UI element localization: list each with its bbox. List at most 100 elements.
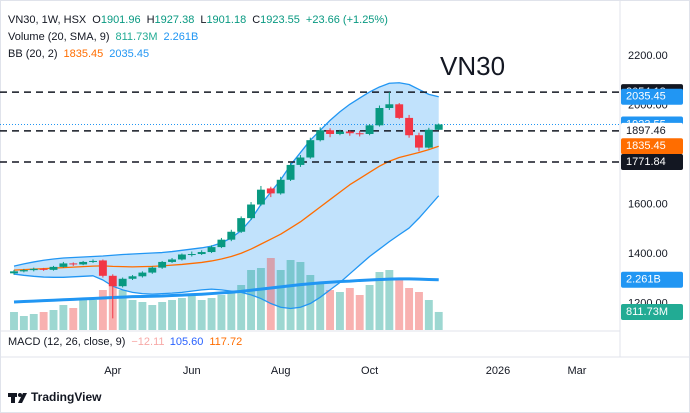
x-tick-label: Apr [104, 365, 121, 377]
macd-signal-value: 117.72 [209, 336, 242, 348]
volume-bar [247, 270, 256, 330]
volume-bar [69, 308, 78, 330]
candle-body [355, 133, 364, 135]
candle-body [306, 140, 315, 158]
bb-fill [14, 82, 439, 309]
volume-label: 811.73M [621, 303, 683, 320]
volume-bar [49, 310, 58, 330]
candle-body [237, 218, 246, 232]
x-tick-label: Jun [183, 365, 201, 377]
candle-body [69, 263, 78, 265]
legend-main: VN30, 1W, HSX O1901.96 H1927.38 L1901.18 C19… [8, 14, 388, 26]
bb-upper-label: 2035.45 [621, 88, 683, 105]
volume-bar [138, 302, 147, 330]
price-box [621, 303, 683, 320]
candle-body [434, 124, 443, 130]
candle-body [316, 130, 325, 141]
volume-bar [10, 312, 18, 330]
volume-bar [227, 292, 236, 330]
price-box-label: 811.73M [626, 306, 668, 318]
symbol: VN30, 1W, HSX [8, 14, 87, 26]
candle-body [365, 125, 374, 134]
close-value: 1923.55 [260, 14, 300, 26]
volume-bar [59, 305, 68, 330]
candle-body [19, 270, 28, 272]
candle-body [158, 261, 167, 268]
volume-bar [266, 258, 275, 330]
candle-body [217, 239, 226, 248]
price-box [621, 88, 683, 105]
ohlc-letter: H [147, 14, 155, 26]
volume-bar [79, 300, 88, 330]
volume-bar [326, 290, 335, 330]
brand: TradingView [31, 390, 102, 404]
volume-sma-label: 2.261B [621, 271, 683, 288]
candle-body [395, 104, 404, 118]
volume-bar [148, 305, 157, 330]
candle-body [79, 261, 88, 265]
bb-basis-label: 1835.45 [621, 138, 683, 155]
candle-body [405, 117, 414, 136]
volume-bar [177, 298, 186, 330]
macd-title: MACD (12, 26, close, 9) [8, 336, 125, 348]
bb-upper-value: 2035.45 [109, 48, 149, 60]
plot [0, 82, 620, 330]
bb-basis-value: 1835.45 [64, 48, 104, 60]
price-box [621, 271, 683, 288]
price-box-label: 1897.46 [626, 125, 666, 137]
y-tick-label: 2200.00 [628, 50, 668, 62]
volume-bar [316, 282, 325, 330]
legend-bb: BB (20, 2) 1835.45 2035.45 [8, 48, 149, 60]
volume-bar [395, 280, 404, 330]
candle-body [108, 275, 117, 287]
candle-body [296, 157, 305, 165]
volume-bar [365, 285, 374, 330]
x-tick-label: Oct [361, 365, 378, 377]
volume-bar [296, 262, 305, 330]
candle-body [168, 259, 176, 262]
candle-body [89, 260, 97, 262]
candle-body [335, 131, 344, 134]
volume-bar [29, 314, 38, 330]
legend-volume: Volume (20, SMA, 9) 811.73M 2.261B [8, 31, 198, 43]
candle-body [247, 204, 256, 219]
candle-body [29, 268, 38, 271]
change: +23.66 (+1.25%) [306, 14, 388, 26]
high-value: 1927.38 [155, 14, 195, 26]
candle-body [345, 131, 354, 134]
volume-bar [187, 295, 196, 330]
volume-bar [19, 316, 28, 330]
open-value: 1901.96 [101, 14, 141, 26]
volume-bar [89, 300, 97, 330]
candle-body [256, 189, 265, 205]
volume-bar [39, 312, 48, 330]
volume-bar [98, 290, 107, 330]
candle-body [227, 231, 236, 240]
candle-body [385, 104, 394, 109]
volume-bar [118, 290, 127, 330]
candle-body [98, 260, 107, 276]
ohlc-letter: L [200, 14, 206, 26]
macd-hist-value: −12.11 [131, 336, 164, 348]
candle-body [424, 129, 433, 148]
candle-body [10, 271, 18, 274]
macd-value: 105.60 [170, 336, 204, 348]
volume-bar [128, 300, 137, 330]
candle-body [59, 263, 68, 267]
annotation-title: VN30 [440, 51, 505, 81]
candle-body [276, 179, 285, 194]
volume-bar [355, 295, 364, 330]
volume-bar [405, 288, 414, 330]
price-box-label: 2.261B [626, 274, 661, 286]
hline-price-label: 1771.84 [621, 153, 683, 170]
volume-bar [424, 300, 433, 330]
candle-body [138, 272, 147, 277]
candle-body [128, 276, 137, 279]
candle-body [326, 130, 335, 134]
bb-upper-line [13, 82, 439, 267]
candle-body [187, 254, 196, 256]
volume-bar [415, 292, 423, 330]
volume-bar [217, 295, 226, 330]
